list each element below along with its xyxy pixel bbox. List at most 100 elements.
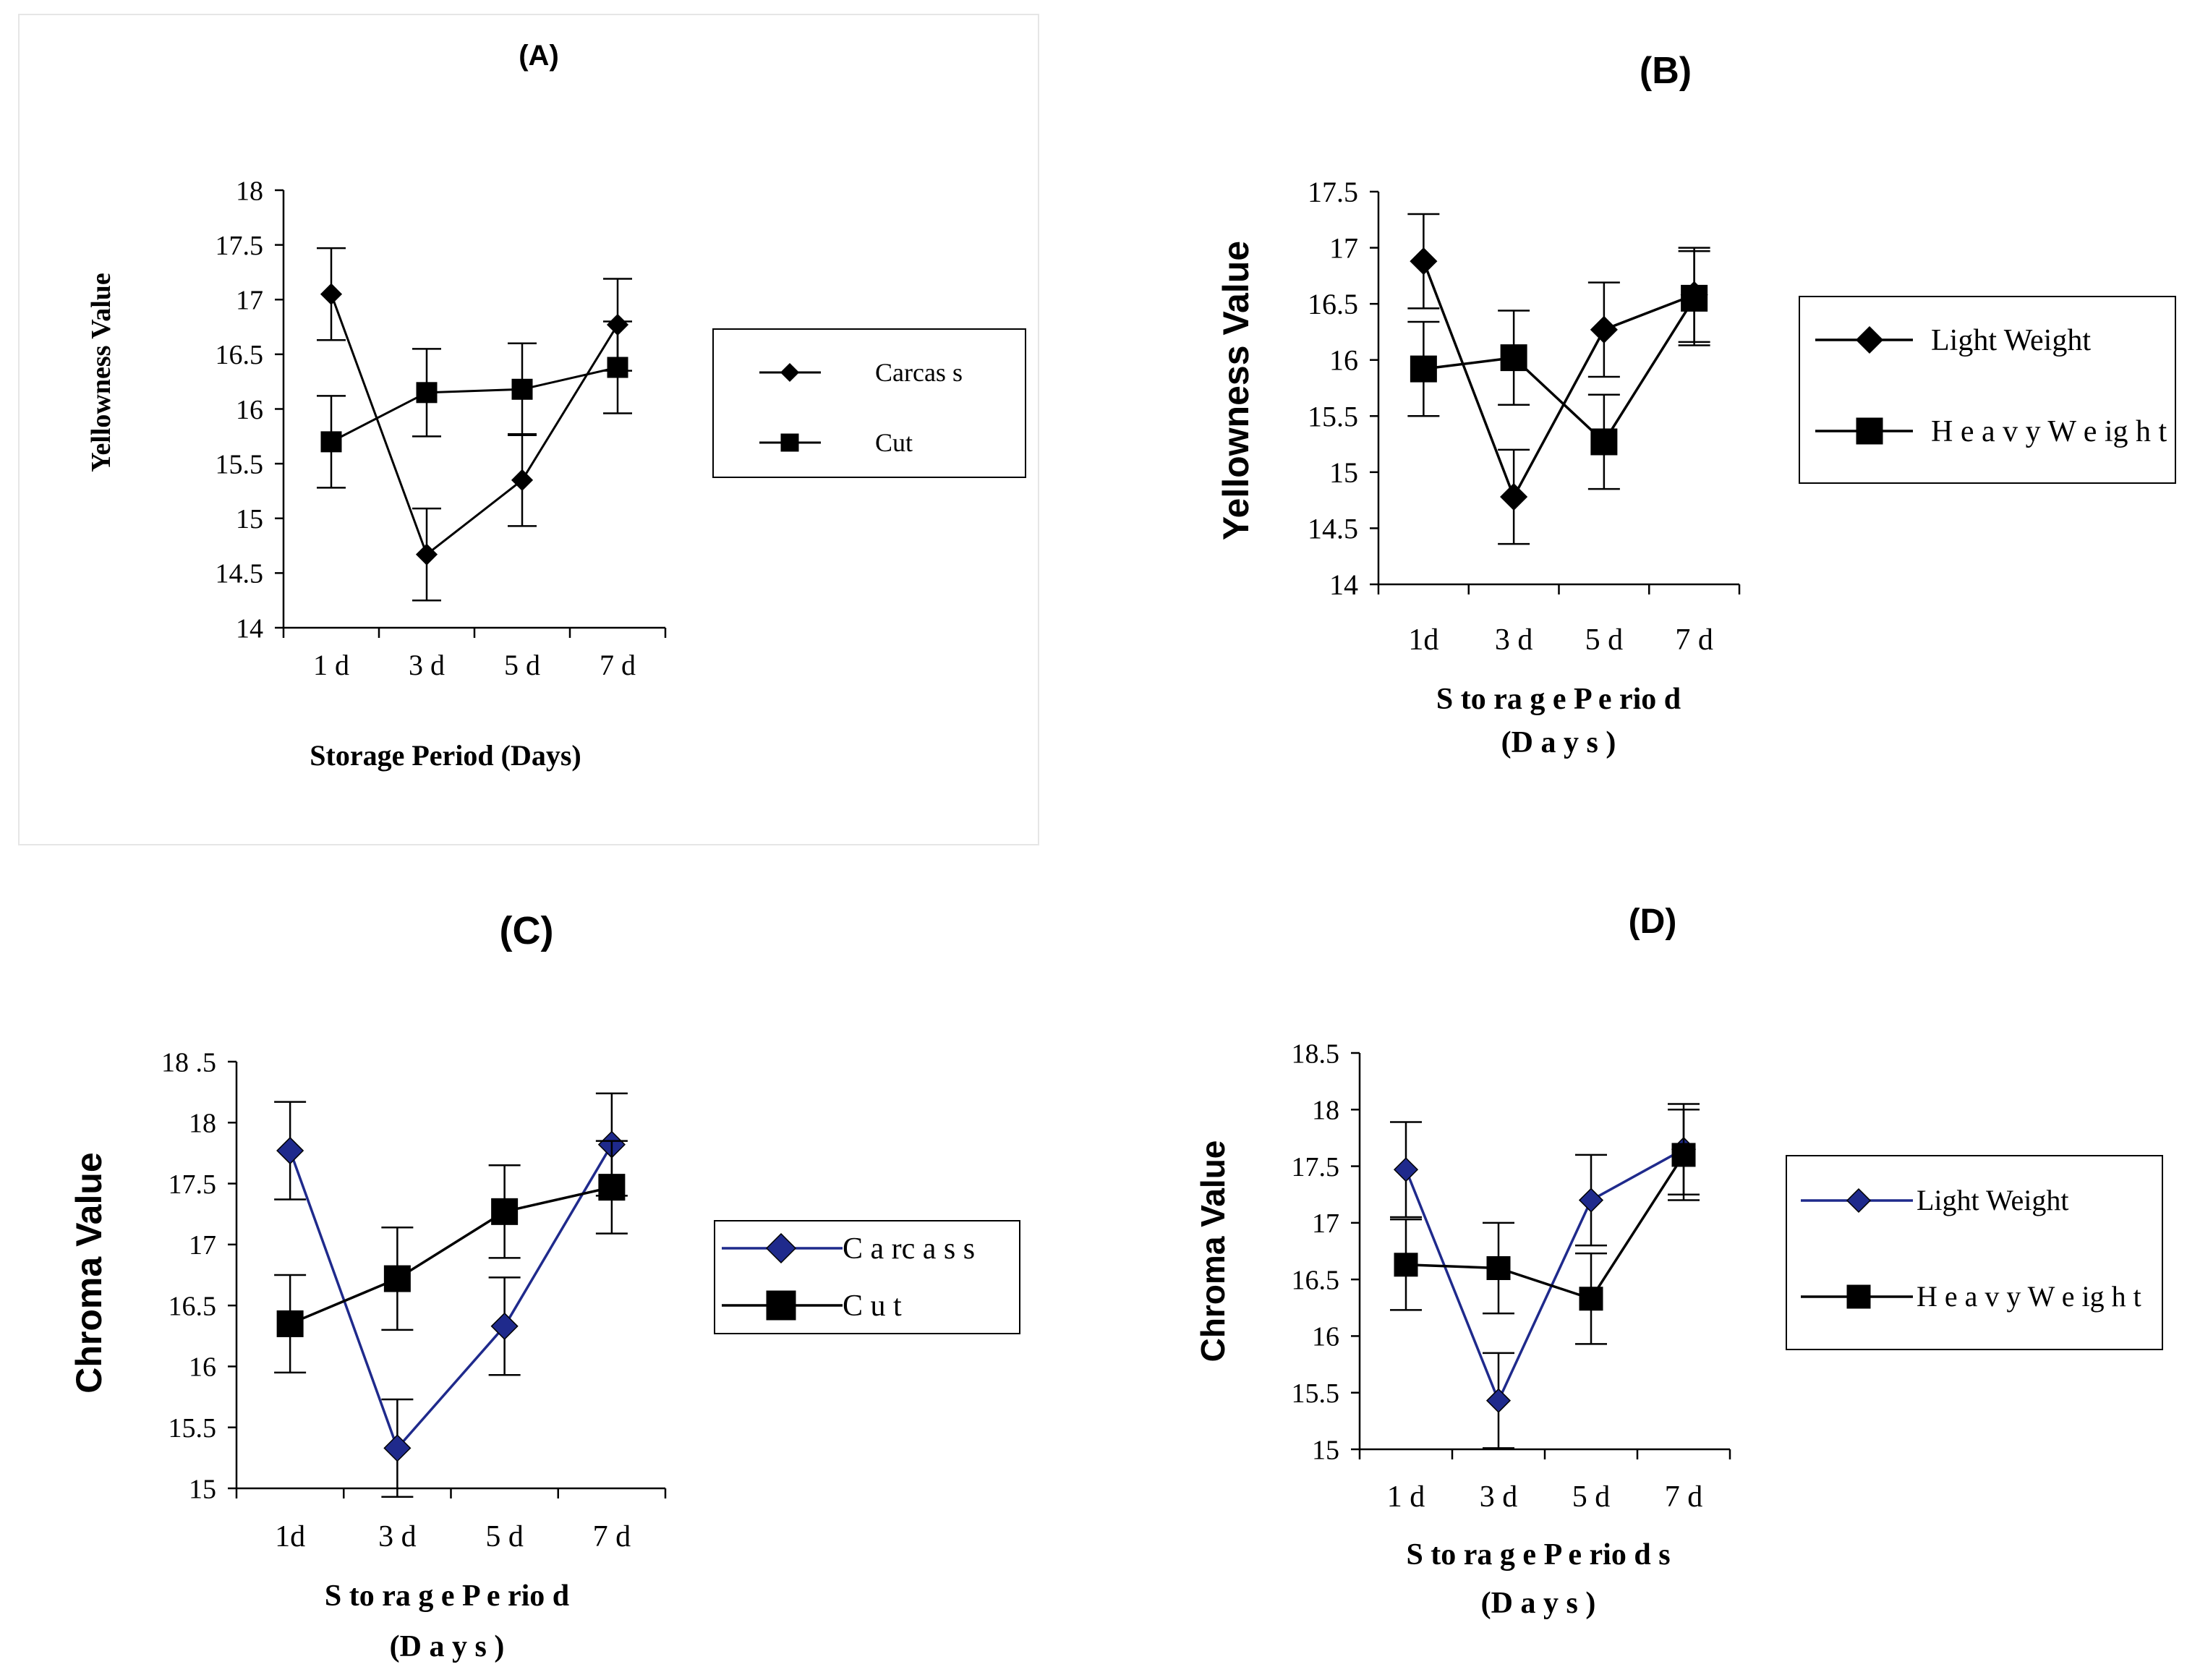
data-point: [1671, 1143, 1696, 1167]
x-tick-label: 3 d: [409, 649, 445, 681]
x-axis-label-line2: (D a y s ): [390, 1630, 505, 1663]
series-light-weight: [1407, 213, 1710, 545]
y-tick-label: 16: [236, 395, 263, 425]
data-point: [416, 382, 438, 404]
data-point: [1590, 315, 1618, 344]
series-heavy-weight: [1407, 250, 1710, 490]
legend-marker: [1856, 417, 1883, 445]
chart-panel-d: (D) 15 15.5 16 16.5 17 17.5 18 18.5 1 d 3 d 5 d 7 d S…: [1194, 903, 2163, 1620]
data-point: [1486, 1255, 1511, 1280]
data-point: [511, 469, 534, 491]
series-line: [1423, 297, 1696, 444]
y-tick-label: 15: [189, 1474, 216, 1504]
y-tick-label: 17.5: [169, 1169, 217, 1200]
legend-marker: [780, 433, 799, 452]
legend-marker: [1846, 1284, 1871, 1309]
y-tick-label: 15: [236, 504, 263, 534]
data-point: [383, 1434, 412, 1462]
y-tick-label: 17: [236, 286, 263, 316]
chart-panel-c: (C) 15 15.5 16 16.5 17 17.5 18 18 .5 1d 3 d 5 d 7 d S…: [69, 909, 1020, 1663]
data-point: [415, 543, 438, 566]
legend-label: H e a v y W e ig h t: [1931, 415, 2167, 448]
data-point: [490, 1312, 519, 1340]
x-axis-label: S to ra g e P e rio d: [325, 1579, 569, 1613]
data-point: [320, 283, 343, 305]
chart-title: (A): [519, 40, 559, 72]
data-point: [1394, 1253, 1418, 1277]
data-point: [598, 1174, 626, 1201]
y-tick-label: 16: [189, 1352, 216, 1383]
legend-marker: [1846, 1187, 1872, 1214]
chart-title: (C): [500, 909, 554, 952]
legend-label: Cut: [875, 428, 913, 457]
y-tick-label: 15.5: [216, 449, 264, 479]
series-line: [289, 1143, 613, 1451]
data-point: [1590, 428, 1618, 456]
series-cut: [274, 1140, 628, 1374]
legend-label: C a rc a s s: [843, 1232, 975, 1266]
data-point: [320, 431, 342, 453]
legend-label: Light Weight: [1917, 1184, 2068, 1216]
legend-label: Carcas s: [875, 358, 963, 387]
series-line: [330, 294, 619, 557]
x-tick-label: 7 d: [600, 649, 636, 681]
y-axis-label: Chroma Value: [1194, 1140, 1232, 1363]
series-carcass: [317, 247, 632, 602]
chart-panel-b: (B) 14 14.5 15 15.5 16 16.5 17 17.5 1d 3 d 5 d 7 d S …: [1216, 50, 2176, 759]
legend-label: Light Weight: [1931, 324, 2091, 357]
x-axis-label: Storage Period (Days): [310, 739, 581, 772]
legend-label: H e a v y W e ig h t: [1917, 1280, 2141, 1313]
x-tick-label: 7 d: [1675, 623, 1713, 657]
chart-title: (B): [1640, 50, 1692, 92]
x-tick-label: 1d: [275, 1520, 305, 1553]
legend-box: [714, 1220, 1020, 1334]
y-tick-label: 16: [1329, 344, 1358, 377]
y-tick-label: 16.5: [169, 1291, 217, 1321]
x-tick-label: 1d: [1408, 623, 1438, 657]
chart-panel-a: (A) 14 14.5 15 15.5 16 16.5 17 17.5 18 1 d 3 d 5 d 7 …: [18, 14, 1039, 845]
x-tick-label: 5 d: [1572, 1480, 1611, 1514]
x-tick-label: 7 d: [593, 1520, 631, 1553]
legend-box: [1786, 1155, 2163, 1350]
data-point: [491, 1198, 519, 1225]
data-point: [383, 1265, 411, 1292]
legend-label: C u t: [843, 1289, 902, 1323]
y-tick-label: 18 .5: [161, 1047, 216, 1078]
data-point: [1500, 482, 1528, 511]
y-tick-label: 18: [236, 176, 263, 206]
data-point: [607, 357, 628, 378]
series-cut: [317, 320, 632, 489]
x-tick-label: 7 d: [1665, 1480, 1703, 1514]
data-point: [1393, 1157, 1419, 1182]
series-line: [1422, 260, 1695, 500]
x-tick-label: 5 d: [504, 649, 540, 681]
x-tick-label: 3 d: [378, 1520, 417, 1553]
x-tick-label: 1 d: [313, 649, 349, 681]
data-point: [1410, 355, 1437, 383]
series-line: [1404, 1148, 1684, 1404]
legend-box: [1799, 296, 2176, 484]
series-light-weight: [1390, 1103, 1700, 1449]
legend: C a rc a s s C u t: [714, 1220, 1020, 1334]
y-tick-label: 15.5: [1292, 1378, 1340, 1409]
y-tick-label: 17: [1329, 232, 1358, 265]
y-tick-label: 18.5: [1292, 1039, 1340, 1069]
x-tick-label: 1 d: [1387, 1480, 1425, 1514]
x-tick-label: 5 d: [1585, 623, 1624, 657]
x-axis-label: S to ra g e P e rio d: [1436, 683, 1681, 716]
data-point: [276, 1136, 304, 1165]
y-tick-label: 18: [189, 1109, 216, 1139]
y-tick-label: 17.5: [1308, 176, 1358, 208]
y-tick-label: 17.5: [216, 231, 264, 261]
data-point: [1681, 284, 1708, 312]
series-line: [1405, 1154, 1685, 1300]
series-line: [331, 366, 618, 443]
chart-title: (D): [1629, 903, 1677, 941]
y-axis-label: Yellowness Value: [86, 273, 116, 472]
x-tick-label: 5 d: [485, 1520, 524, 1553]
legend-marker: [765, 1232, 797, 1264]
legend-marker: [780, 362, 800, 383]
y-axis-label: Yellowness Value: [1216, 241, 1256, 540]
x-axis-label: S to ra g e P e rio d s: [1406, 1538, 1670, 1572]
